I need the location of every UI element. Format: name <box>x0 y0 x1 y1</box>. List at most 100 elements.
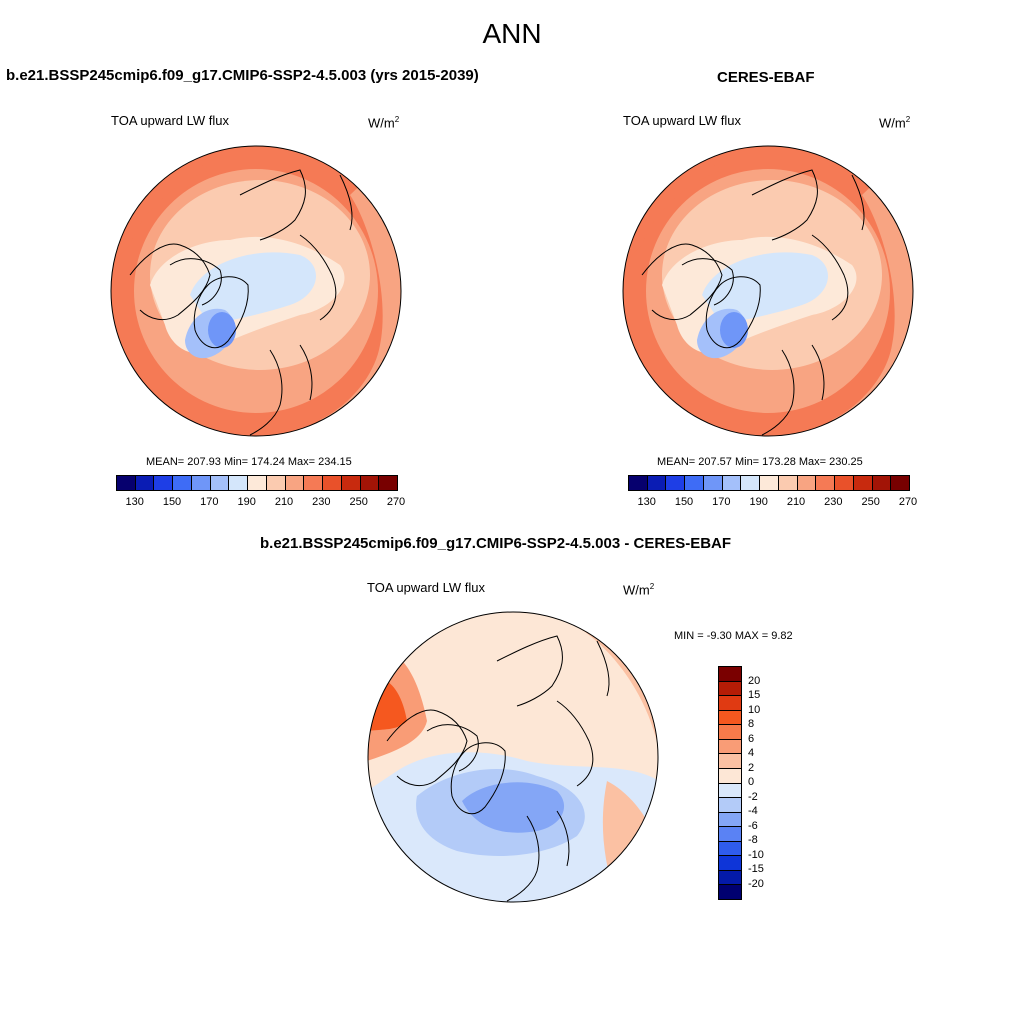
colorbar-swatch <box>719 725 741 740</box>
panel-1-colorbar <box>116 475 398 491</box>
colorbar-swatch <box>741 476 761 490</box>
coastline <box>450 742 506 815</box>
colorbar-tick-label: 150 <box>162 496 182 508</box>
colorbar-swatch <box>797 476 817 490</box>
colorbar-swatch <box>666 476 686 490</box>
colorbar-swatch <box>719 696 741 711</box>
colorbar-swatch <box>647 476 667 490</box>
colorbar-tick-label: -10 <box>748 848 764 861</box>
panel-1-variable-label: TOA upward LW flux <box>111 113 230 128</box>
panel-2-units: W/m2 <box>879 115 911 131</box>
coastline <box>129 243 211 321</box>
panel-1-title: b.e21.BSSP245cmip6.f09_g17.CMIP6-SSP2-4.… <box>6 67 479 84</box>
colorbar-tick-label: 270 <box>386 496 406 508</box>
colorbar-tick-label: 130 <box>637 496 656 508</box>
colorbar-swatch <box>210 476 230 490</box>
colorbar-tick-label: 190 <box>749 496 768 508</box>
panel-3-variable-label: TOA upward LW flux <box>367 580 486 595</box>
map-boundary <box>622 145 914 437</box>
colorbar-tick-label: 210 <box>786 496 806 508</box>
colorbar-tick-label: -8 <box>748 834 758 846</box>
panel-1-units: W/m2 <box>368 115 400 131</box>
coastline <box>299 344 313 401</box>
colorbar-swatch <box>719 798 741 813</box>
panel-3-colorbar <box>718 666 742 900</box>
coastline <box>556 700 594 787</box>
colorbar-tick-label: 8 <box>748 718 755 730</box>
colorbar-swatch <box>173 476 192 490</box>
colorbar-swatch <box>719 710 741 726</box>
colorbar-swatch <box>379 476 398 490</box>
colorbar-swatch <box>719 739 741 755</box>
flux-field <box>190 252 317 325</box>
colorbar-swatch <box>760 476 779 490</box>
colorbar-swatch <box>719 885 741 899</box>
colorbar-swatch <box>703 476 723 490</box>
coastline <box>426 724 479 772</box>
coastline <box>193 276 249 349</box>
colorbar-swatch <box>135 476 155 490</box>
colorbar-tick-label: 250 <box>861 496 880 508</box>
panel-2-variable-label: TOA upward LW flux <box>623 113 742 128</box>
colorbar-tick-label: 4 <box>748 747 755 759</box>
map-boundary <box>367 611 659 903</box>
colorbar-swatch <box>360 476 380 490</box>
colorbar-swatch <box>778 476 798 490</box>
colorbar-swatch <box>229 476 249 490</box>
coastline <box>506 815 540 902</box>
coastline <box>556 810 570 867</box>
colorbar-swatch <box>835 476 854 490</box>
colorbar-tick-label: 130 <box>125 496 144 508</box>
panel-2-stats: MEAN= 207.57 Min= 173.28 Max= 230.25 <box>657 456 863 468</box>
colorbar-swatch <box>872 476 892 490</box>
panel-3-units: W/m2 <box>623 582 655 598</box>
coastline <box>249 349 283 436</box>
colorbar-swatch <box>722 476 742 490</box>
colorbar-tick-label: 210 <box>274 496 294 508</box>
colorbar-tick-label: 2 <box>748 761 755 774</box>
coastline <box>751 169 818 241</box>
colorbar-swatch <box>719 856 741 871</box>
colorbar-swatch <box>266 476 286 490</box>
colorbar-swatch <box>285 476 305 490</box>
colorbar-swatch <box>719 812 741 828</box>
colorbar-swatch <box>248 476 267 490</box>
colorbar-swatch <box>154 476 174 490</box>
panel-2-colorbar <box>628 475 910 491</box>
coastline <box>681 258 734 306</box>
coastline <box>761 349 795 436</box>
colorbar-tick-label: -2 <box>748 790 758 803</box>
coastline <box>299 234 337 321</box>
colorbar-swatch <box>191 476 211 490</box>
panel-1-polar-map <box>110 145 402 437</box>
colorbar-tick-label: 190 <box>237 496 256 508</box>
colorbar-tick-label: 6 <box>748 732 755 745</box>
colorbar-swatch <box>629 476 648 490</box>
colorbar-tick-label: 230 <box>824 496 843 508</box>
coastline <box>641 243 723 321</box>
colorbar-swatch <box>323 476 342 490</box>
panel-3-colorbar-ticks: 20 15 10 8 6 4 2 0 -2 -4 -6 -8 -10 -15 -20 <box>748 666 778 898</box>
colorbar-swatch <box>719 681 741 697</box>
colorbar-tick-label: 15 <box>748 689 761 701</box>
coastline <box>596 640 610 697</box>
coastline <box>496 635 563 707</box>
colorbar-tick-label: 0 <box>748 776 755 788</box>
colorbar-tick-label: 270 <box>898 496 918 508</box>
colorbar-swatch <box>853 476 873 490</box>
colorbar-tick-label: 150 <box>674 496 694 508</box>
coastline <box>386 709 468 787</box>
colorbar-swatch <box>341 476 361 490</box>
figure-title: ANN <box>482 18 542 49</box>
flux-field <box>208 312 236 348</box>
colorbar-swatch <box>719 768 741 784</box>
colorbar-tick-label: -20 <box>748 877 764 890</box>
flux-field <box>702 252 829 325</box>
colorbar-swatch <box>891 476 910 490</box>
coastline <box>169 258 222 306</box>
colorbar-swatch <box>304 476 324 490</box>
coastline <box>851 174 865 231</box>
panel-2-colorbar-ticks: 130 150 170 190 210 230 250 270 <box>628 496 917 510</box>
colorbar-swatch <box>685 476 704 490</box>
coastline <box>811 234 849 321</box>
